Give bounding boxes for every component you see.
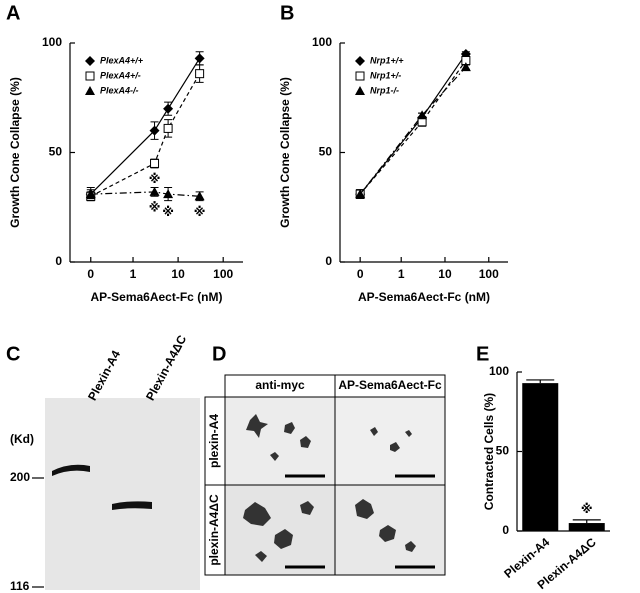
marker-label: 200 bbox=[10, 470, 30, 484]
series-line bbox=[90, 73, 201, 197]
legend-label: PlexA4-/- bbox=[100, 85, 139, 95]
blot-membrane bbox=[45, 398, 200, 590]
x-tick-label: 10 bbox=[438, 267, 452, 281]
marker bbox=[163, 189, 174, 199]
marker bbox=[85, 71, 95, 81]
marker bbox=[417, 110, 428, 120]
marker bbox=[150, 158, 160, 168]
panel-label: B bbox=[280, 2, 294, 24]
micrograph bbox=[224, 484, 336, 576]
y-axis-label: Growth Cone Collapse (%) bbox=[8, 77, 22, 228]
marker bbox=[85, 56, 95, 66]
series-line bbox=[359, 66, 467, 195]
marker bbox=[195, 69, 205, 79]
marker-label: 116 bbox=[10, 579, 30, 593]
annotation: ※ bbox=[149, 200, 161, 214]
series-line bbox=[90, 191, 200, 197]
x-tick-label: 1 bbox=[130, 267, 137, 281]
marker bbox=[355, 71, 365, 81]
series-line bbox=[90, 58, 201, 195]
x-tick-label: 0 bbox=[87, 267, 94, 281]
marker bbox=[149, 125, 160, 136]
y-tick-label: 0 bbox=[502, 523, 509, 537]
lane-label: Plexin-A4 bbox=[85, 348, 123, 403]
blot-band bbox=[112, 501, 152, 510]
x-axis-label: AP-Sema6Aect-Fc (nM) bbox=[90, 290, 222, 304]
unit-label: (Kd) bbox=[10, 432, 34, 446]
panel-label: D bbox=[212, 343, 226, 365]
bar bbox=[522, 383, 559, 531]
legend-label: Nrp1+/- bbox=[370, 70, 401, 80]
y-tick-label: 0 bbox=[325, 254, 332, 268]
y-tick-label: 100 bbox=[42, 35, 62, 49]
y-tick-label: 100 bbox=[312, 35, 332, 49]
y-tick-label: 50 bbox=[49, 145, 63, 159]
y-axis-label: Growth Cone Collapse (%) bbox=[278, 77, 292, 228]
column-label: anti-myc bbox=[255, 378, 305, 392]
legend-label: PlexA4+/+ bbox=[100, 55, 144, 65]
row-label: plexin-A4ΔC bbox=[207, 494, 221, 566]
scale-bars bbox=[285, 474, 435, 569]
micrograph-panel: D anti-myc AP-Sema6Aect-Fc plexin-A4 ple… bbox=[204, 343, 446, 576]
marker bbox=[355, 189, 366, 199]
error-bar bbox=[526, 379, 555, 384]
legend-label: Nrp1+/+ bbox=[370, 55, 404, 65]
x-tick-label: 100 bbox=[479, 267, 499, 281]
panel-label: C bbox=[6, 343, 20, 365]
y-tick-label: 50 bbox=[319, 145, 333, 159]
marker bbox=[460, 62, 471, 72]
annotation: ※ bbox=[162, 205, 174, 219]
y-tick-label: 50 bbox=[496, 444, 510, 458]
marker bbox=[85, 86, 95, 95]
series-line bbox=[359, 60, 467, 195]
bar bbox=[568, 523, 605, 531]
blot-band bbox=[52, 464, 90, 476]
micrograph bbox=[224, 396, 336, 486]
marker bbox=[194, 191, 205, 201]
marker bbox=[85, 189, 96, 199]
marker bbox=[355, 86, 365, 95]
y-axis-label: Contracted Cells (%) bbox=[482, 393, 496, 510]
marker bbox=[163, 103, 174, 114]
x-tick-label: 0 bbox=[357, 267, 364, 281]
annotation: ※ bbox=[581, 502, 593, 516]
marker bbox=[355, 56, 365, 66]
lane-label: Plexin-A4ΔC bbox=[143, 332, 189, 402]
marker bbox=[194, 53, 205, 64]
annotation: ※ bbox=[149, 172, 161, 186]
micrograph bbox=[334, 396, 446, 486]
marker bbox=[149, 186, 160, 196]
column-label: AP-Sema6Aect-Fc bbox=[338, 378, 442, 392]
x-tick-label: 100 bbox=[213, 267, 233, 281]
row-label: plexin-A4 bbox=[207, 414, 221, 468]
legend-label: PlexA4+/- bbox=[100, 70, 141, 80]
x-tick-label: 1 bbox=[398, 267, 405, 281]
panel-label: E bbox=[476, 343, 489, 365]
marker bbox=[163, 123, 173, 133]
legend-label: Nrp1-/- bbox=[370, 85, 399, 95]
y-tick-label: 100 bbox=[489, 364, 509, 378]
y-tick-label: 0 bbox=[55, 254, 62, 268]
error-bar bbox=[572, 519, 601, 524]
x-tick-label: 10 bbox=[171, 267, 185, 281]
x-axis-label: AP-Sema6Aect-Fc (nM) bbox=[358, 290, 490, 304]
annotation: ※ bbox=[194, 205, 206, 219]
blot-panel: C Plexin-A4 Plexin-A4ΔC (Kd) 200 116 bbox=[6, 332, 200, 593]
panel-label: A bbox=[6, 2, 20, 24]
cells bbox=[243, 414, 416, 562]
